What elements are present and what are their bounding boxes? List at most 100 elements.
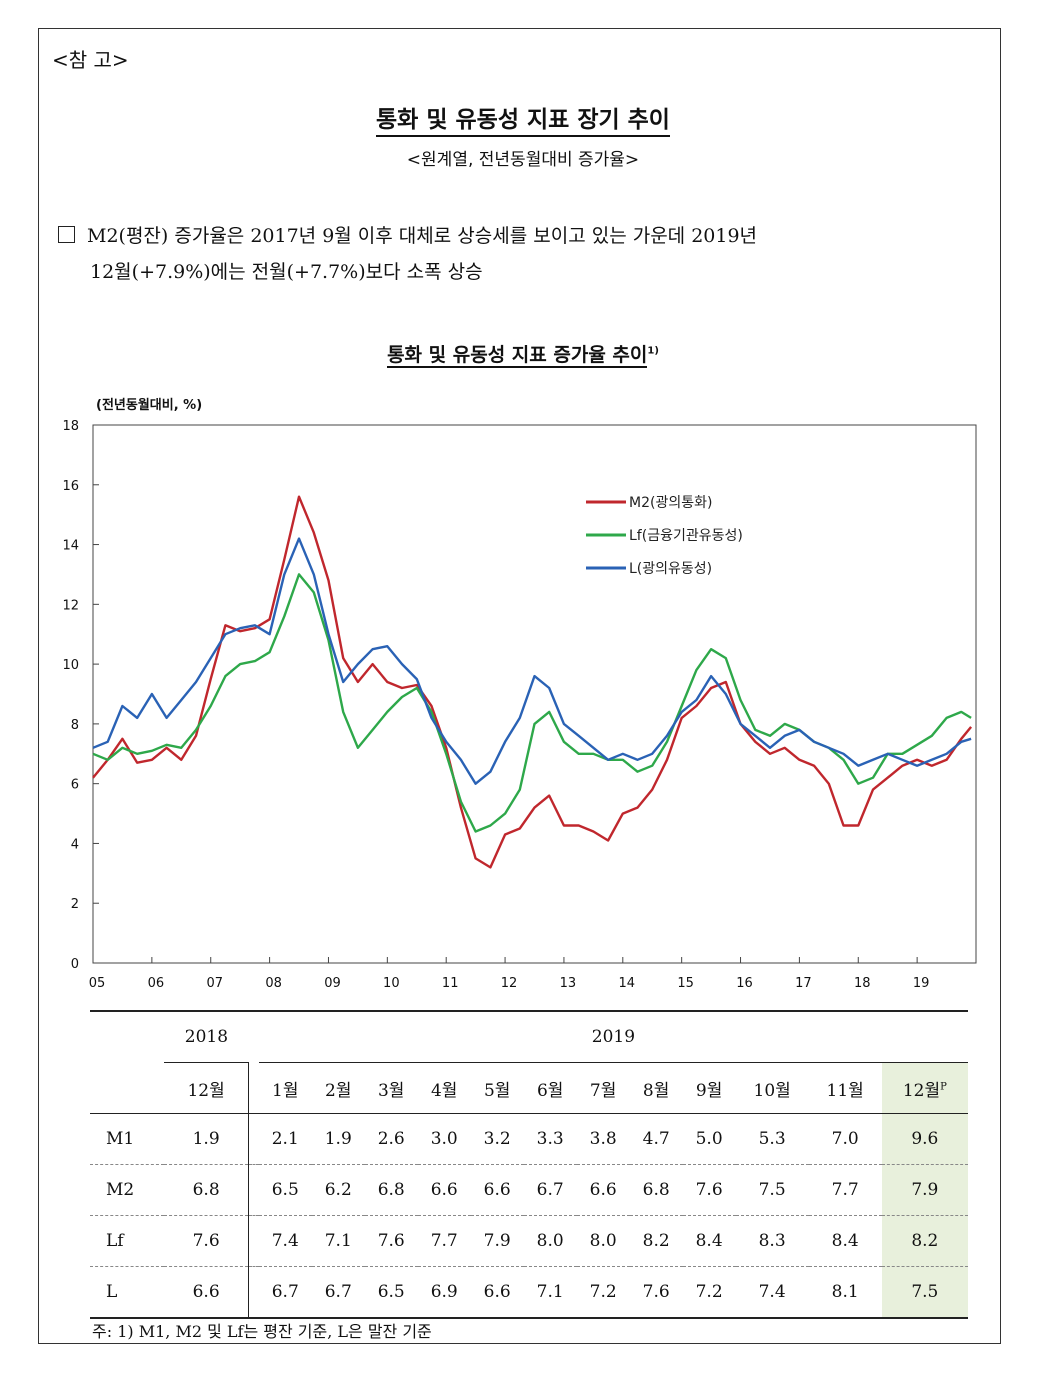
table-cell: 9.6 xyxy=(881,1113,968,1165)
x-tick-label: 16 xyxy=(736,976,753,991)
table-cell: 7.6 xyxy=(377,1231,405,1251)
chart-title: 통화 및 유동성 지표 증가율 추이1) xyxy=(0,340,1046,368)
table-cell: 6.9 xyxy=(430,1282,458,1302)
table-cell: 2.6 xyxy=(377,1129,405,1149)
y-tick-label: 4 xyxy=(71,837,79,852)
table-row: 12월 1월 2월 3월 4월 5월 6월 7월 8월 9월 10월 11월 12월P xyxy=(90,1062,968,1114)
x-tick-label: 19 xyxy=(913,976,930,991)
summary-paragraph: M2(평잔) 증가율은 2017년 9월 이후 대체로 상승세를 보이고 있는 … xyxy=(58,218,998,290)
y-tick-label: 6 xyxy=(71,778,79,793)
table-cell: 6.5 xyxy=(271,1180,299,1200)
x-tick-label: 05 xyxy=(89,976,106,991)
page-title-text: 통화 및 유동성 지표 장기 추이 xyxy=(376,107,670,137)
table-cell: 8.4 xyxy=(695,1231,723,1251)
series-line-1 xyxy=(92,573,972,833)
series-line-2 xyxy=(92,537,972,785)
y-tick-label: 10 xyxy=(62,658,79,673)
legend-label: L(광의유동성) xyxy=(629,561,712,577)
y-tick-label: 18 xyxy=(62,419,79,434)
table-cell: 7.4 xyxy=(271,1231,299,1251)
legend-label: M2(광의통화) xyxy=(629,495,712,511)
table-cell: 8.1 xyxy=(831,1282,859,1302)
month-header: 12월P xyxy=(881,1062,968,1114)
table-cell: 6.6 xyxy=(430,1180,458,1200)
table-corner-cell xyxy=(90,1063,164,1114)
preliminary-mark: P xyxy=(940,1080,947,1092)
row-gap-cell xyxy=(248,1113,259,1165)
table-cell: 8.2 xyxy=(881,1215,968,1267)
y-tick-label: 12 xyxy=(62,598,79,613)
table-cell: 3.8 xyxy=(589,1129,617,1149)
table-cell: 8.4 xyxy=(831,1231,859,1251)
x-tick-label: 14 xyxy=(619,976,636,991)
table-cell: 8.0 xyxy=(589,1231,617,1251)
table-cell: 7.6 xyxy=(192,1231,220,1251)
table-cell: 7.9 xyxy=(881,1164,968,1216)
row-label: L xyxy=(106,1282,118,1302)
table-cell: 7.1 xyxy=(536,1282,564,1302)
table-cell: 3.0 xyxy=(430,1129,458,1149)
row-gap-cell xyxy=(248,1164,259,1216)
table-cell: 6.5 xyxy=(377,1282,405,1302)
month-header: 9월 xyxy=(695,1080,723,1101)
table-cell: 7.2 xyxy=(695,1282,723,1302)
table-cell: 6.2 xyxy=(324,1180,352,1200)
table-cell: 6.6 xyxy=(483,1282,511,1302)
year-2018-header: 2018 xyxy=(164,1011,249,1063)
month-header: 5월 xyxy=(483,1080,511,1101)
indicator-table: 2018 2019 12월 1월 2월 3월 4월 5월 6월 7월 8월 9월 10월 11월 12월P M… xyxy=(90,1010,968,1319)
month-header: 8월 xyxy=(642,1080,670,1101)
table-row: M2 6.8 6.5 6.2 6.8 6.6 6.6 6.7 6.6 6.8 7.6 7.5 7.7 7.… xyxy=(90,1164,968,1216)
year-2019-header: 2019 xyxy=(258,1011,968,1063)
table-cell: 7.1 xyxy=(324,1231,352,1251)
row-label: Lf xyxy=(106,1231,124,1251)
table-cell: 4.7 xyxy=(642,1129,670,1149)
page-subtitle: <원계열, 전년동월대비 증가율> xyxy=(406,150,640,170)
summary-line-1-text: M2(평잔) 증가율은 2017년 9월 이후 대체로 상승세를 보이고 있는 … xyxy=(87,225,758,247)
table-row: 2018 2019 xyxy=(90,1011,968,1063)
document-frame xyxy=(38,28,1001,1344)
table-cell: 6.6 xyxy=(589,1180,617,1200)
month-header: 6월 xyxy=(536,1080,564,1101)
header-gap-cell xyxy=(249,1011,259,1063)
line-chart: 0 2 4 6 8 10 12 14 16 18 05 06 07 08 09 10 11 12 13 14 15 16 1… xyxy=(62,419,977,991)
month-header: 10월 xyxy=(753,1080,791,1101)
month-header: 1월 xyxy=(272,1080,299,1101)
y-tick-label: 16 xyxy=(62,479,79,494)
y-tick-label: 0 xyxy=(71,957,79,972)
x-tick-label: 09 xyxy=(324,976,341,991)
header-gap-cell xyxy=(248,1062,259,1114)
x-tick-label: 13 xyxy=(560,976,577,991)
table-cell: 7.6 xyxy=(695,1180,723,1200)
table-cell: 1.9 xyxy=(192,1129,220,1149)
table-cell: 7.2 xyxy=(589,1282,617,1302)
table-cell: 6.7 xyxy=(271,1282,299,1302)
x-tick-label: 18 xyxy=(854,976,871,991)
summary-line-2: 12월(+7.9%)에는 전월(+7.7%)보다 소폭 상승 xyxy=(90,261,483,283)
checkbox-bullet-icon xyxy=(58,226,75,243)
row-label: M2 xyxy=(106,1180,135,1200)
table-cell: 7.0 xyxy=(831,1129,859,1149)
x-tick-label: 17 xyxy=(795,976,812,991)
table-cell: 6.7 xyxy=(324,1282,352,1302)
summary-line-1: M2(평잔) 증가율은 2017년 9월 이후 대체로 상승세를 보이고 있는 … xyxy=(58,218,998,254)
x-tick-label: 12 xyxy=(501,976,518,991)
month-header: 4월 xyxy=(430,1080,458,1101)
row-label: M1 xyxy=(106,1129,135,1149)
table-cell: 8.2 xyxy=(642,1231,670,1251)
table-cell: 6.8 xyxy=(642,1180,670,1200)
x-tick-label: 15 xyxy=(677,976,694,991)
row-gap-cell xyxy=(248,1215,259,1267)
table-row: L 6.6 6.7 6.7 6.5 6.9 6.6 7.1 7.2 7.6 7.2 7.4 8.1 7.5 xyxy=(90,1266,968,1318)
table-cell: 7.7 xyxy=(430,1231,458,1251)
footnote: 주: 1) M1, M2 및 Lf는 평잔 기준, L은 말잔 기준 xyxy=(92,1322,432,1341)
y-tick-label: 14 xyxy=(62,539,79,554)
table-corner-cell xyxy=(90,1011,164,1063)
chart-unit-label: (전년동월대비, %) xyxy=(96,398,203,413)
y-tick-label: 8 xyxy=(71,718,79,733)
row-gap-cell xyxy=(248,1266,259,1318)
table-cell: 3.3 xyxy=(536,1129,564,1149)
series-line-0 xyxy=(92,495,973,869)
table-row: Lf 7.6 7.4 7.1 7.6 7.7 7.9 8.0 8.0 8.2 8.4 8.3 8.4 8.… xyxy=(90,1215,968,1267)
table-cell: 8.3 xyxy=(758,1231,786,1251)
